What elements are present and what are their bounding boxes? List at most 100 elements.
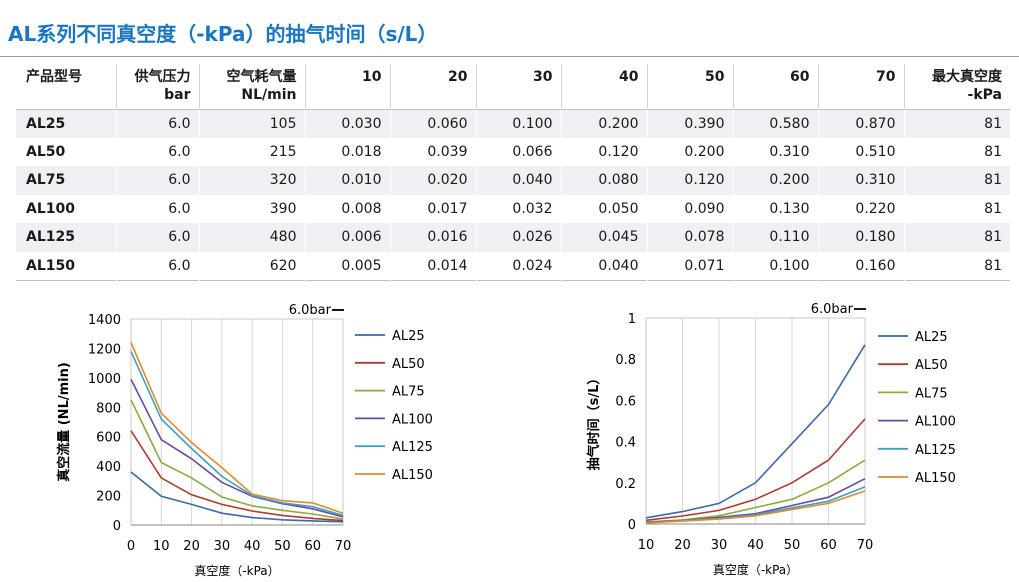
- plot-frame: [130, 318, 344, 526]
- col-header-supply-pressure: 供气压力 bar: [115, 64, 199, 109]
- table-cell: 6.0: [115, 166, 199, 195]
- series-line-al50: [645, 418, 866, 522]
- y-tick-label: 200: [96, 490, 121, 505]
- series-line-al25: [645, 344, 866, 519]
- table-cell: 0.110: [732, 223, 818, 252]
- table-cell: 81: [903, 194, 1010, 223]
- table-cell: 6.0: [115, 109, 199, 138]
- evacuation-time-chart: 6.0bar 10 20 30 40 50 60 70 0 0.2 0.4 0.6 0.8 1 真空度（-k…: [586, 302, 956, 577]
- pressure-annotation: 6.0bar: [289, 303, 332, 318]
- series-line-al125: [130, 351, 344, 517]
- table-cell: 0.039: [389, 137, 476, 166]
- x-tick-label: 20: [674, 538, 691, 553]
- legend-label: AL25: [915, 330, 948, 345]
- model-cell: AL75: [16, 166, 116, 195]
- table-cell: 0.045: [560, 223, 647, 252]
- table-cell: 0.120: [560, 137, 647, 166]
- y-tick-label: 1000: [88, 372, 121, 387]
- table-cell: 6.0: [115, 194, 199, 223]
- table-cell: 320: [198, 166, 305, 195]
- table-row: AL125 6.0 480 0.006 0.016 0.026 0.045 0.078 0.11…: [16, 223, 1010, 252]
- legend-label: AL50: [915, 358, 948, 373]
- col-header-model: 产品型号: [26, 69, 82, 85]
- y-tick-label: 0.4: [615, 436, 636, 451]
- col-header-max-vacuum: 最大真空度 -kPa: [903, 64, 1010, 109]
- x-tick-label: 30: [711, 538, 728, 553]
- table-cell: 215: [198, 137, 305, 166]
- legend-label: AL150: [392, 468, 433, 483]
- table-cell: 0.580: [732, 109, 818, 138]
- table-cell: 0.050: [560, 194, 647, 223]
- table-cell: 105: [198, 109, 305, 138]
- col-header-air-consumption: 空气耗气量 NL/min: [198, 64, 305, 109]
- table-cell: 0.020: [389, 166, 476, 195]
- y-tick-label: 1400: [88, 313, 121, 328]
- table-body: AL25 6.0 105 0.030 0.060 0.100 0.200 0.390 0.580…: [16, 109, 1010, 280]
- x-tick-label: 0: [127, 539, 135, 554]
- page-title: AL系列不同真空度（-kPa）的抽气时间（s/L）: [8, 22, 438, 46]
- pressure-annotation: 6.0bar: [811, 302, 854, 317]
- spec-table: 产品型号 供气压力 bar 空气耗气量 NL/min 10 20 30 40 50 …: [16, 64, 1010, 281]
- legend-label: AL150: [915, 471, 956, 486]
- legend-label: AL50: [392, 357, 425, 372]
- model-cell: AL25: [16, 109, 116, 138]
- title-divider: [0, 56, 1019, 57]
- table-cell: 0.220: [817, 194, 904, 223]
- legend-label: AL125: [392, 440, 433, 455]
- table-cell: 0.180: [817, 223, 904, 252]
- x-tick-label: 60: [304, 539, 321, 554]
- col-header-40: 40: [560, 64, 647, 109]
- table-cell: 0.160: [817, 251, 904, 280]
- series-line-al75: [130, 399, 344, 520]
- x-tick-label: 50: [274, 539, 291, 554]
- vacuum-flow-chart: 6.0bar 0 10 20 30 40 50 60 70 0 200 400 600 800 1000 12…: [56, 303, 433, 578]
- y-tick-label: 0.8: [615, 353, 636, 368]
- table-row: AL100 6.0 390 0.008 0.017 0.032 0.050 0.090 0.13…: [16, 194, 1010, 223]
- table-cell: 0.310: [732, 137, 818, 166]
- table-cell: 0.870: [817, 109, 904, 138]
- legend-label: AL100: [915, 415, 956, 430]
- y-tick-label: 0.6: [615, 394, 636, 409]
- table-cell: 0.071: [646, 251, 733, 280]
- table-cell: 81: [903, 137, 1010, 166]
- series-line-al50: [130, 430, 344, 522]
- col-header-50: 50: [646, 64, 733, 109]
- col-header-20: 20: [389, 64, 476, 109]
- y-tick-label: 0.2: [615, 477, 636, 492]
- x-tick-label: 40: [747, 538, 764, 553]
- table-cell: 81: [903, 109, 1010, 138]
- x-axis-title: 真空度（-kPa）: [713, 562, 798, 577]
- x-tick-label: 60: [820, 538, 837, 553]
- legend-label: AL75: [915, 386, 948, 401]
- model-cell: AL50: [26, 143, 66, 160]
- table-cell: 0.006: [304, 223, 390, 252]
- table-cell: 0.008: [304, 194, 390, 223]
- table-cell: 390: [198, 194, 305, 223]
- table-cell: 0.066: [475, 137, 561, 166]
- series-line-al100: [130, 378, 344, 518]
- x-axis-title: 真空度（-kPa）: [194, 563, 279, 578]
- legend-label: AL100: [392, 412, 433, 427]
- table-cell: 0.014: [389, 251, 476, 280]
- table-cell: 0.078: [646, 223, 733, 252]
- table-cell: 0.100: [475, 109, 561, 138]
- y-tick-label: 600: [96, 431, 121, 446]
- table-cell: 81: [903, 251, 1010, 280]
- series-line-al150: [130, 342, 344, 514]
- x-tick-label: 20: [183, 539, 200, 554]
- table-cell: 6.0: [115, 251, 199, 280]
- y-tick-label: 0: [628, 518, 636, 533]
- y-axis-title: 抽气时间（s/L）: [586, 372, 602, 471]
- table-cell: 81: [903, 166, 1010, 195]
- table-cell: 0.040: [475, 166, 561, 195]
- table-cell: 0.510: [817, 137, 904, 166]
- table-cell: 6.0: [115, 137, 199, 166]
- table-cell: 0.080: [560, 166, 647, 195]
- model-cell: AL150: [26, 257, 75, 274]
- x-tick-label: 10: [638, 538, 655, 553]
- table-cell: 0.120: [646, 166, 733, 195]
- table-cell: 0.005: [304, 251, 390, 280]
- table-header-row: 产品型号 供气压力 bar 空气耗气量 NL/min 10 20 30 40 50 …: [16, 64, 1010, 109]
- table-cell: 6.0: [115, 223, 199, 252]
- table-cell: 0.018: [304, 137, 390, 166]
